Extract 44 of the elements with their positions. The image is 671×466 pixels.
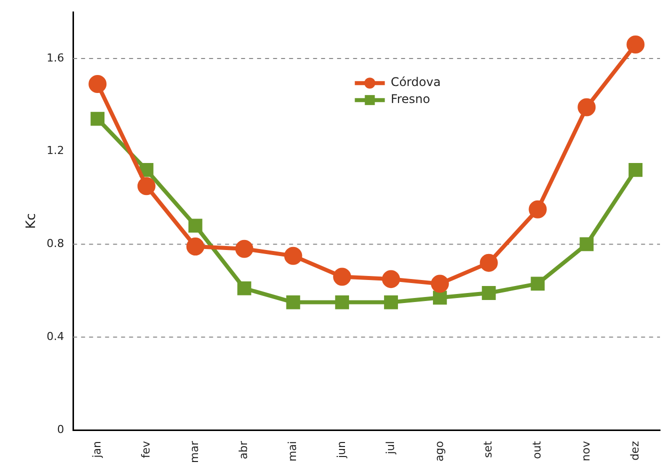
point xyxy=(382,270,400,288)
x-tick-label: out xyxy=(530,440,544,460)
y-tick-label: 1.2 xyxy=(46,144,64,158)
point xyxy=(286,295,300,310)
point xyxy=(626,36,645,54)
y-tick-label: 0.8 xyxy=(46,237,64,250)
point xyxy=(140,162,154,177)
y-axis-title: Kc xyxy=(24,213,40,229)
point xyxy=(237,281,252,296)
point xyxy=(186,238,204,256)
point xyxy=(432,290,447,305)
point xyxy=(335,295,350,310)
y-tick-label: 0 xyxy=(57,422,64,436)
point xyxy=(333,268,352,286)
point xyxy=(90,112,104,126)
x-tick-label: set xyxy=(482,440,495,458)
x-tick-label: jan xyxy=(90,441,104,459)
point xyxy=(188,218,202,233)
point xyxy=(580,237,594,252)
x-tick-label: jul xyxy=(384,441,397,456)
x-tick-label: ago xyxy=(432,440,446,462)
point xyxy=(430,274,449,293)
point xyxy=(530,276,545,291)
legend-label: Córdova xyxy=(390,75,441,90)
x-tick-label: abr xyxy=(237,440,250,460)
point xyxy=(480,254,498,272)
point xyxy=(235,240,254,258)
y-tick-label: 0.4 xyxy=(46,330,64,343)
point xyxy=(284,246,302,265)
point xyxy=(384,295,398,310)
point xyxy=(137,177,156,196)
y-tick-label: 1.6 xyxy=(46,51,64,64)
x-tick-label: mai xyxy=(286,441,300,462)
point xyxy=(578,98,596,116)
point xyxy=(88,74,107,93)
x-tick-label: mar xyxy=(188,440,202,464)
x-tick-label: nov xyxy=(579,440,592,462)
x-tick-label: dez xyxy=(628,440,642,461)
point xyxy=(528,200,547,218)
point xyxy=(628,162,642,177)
point xyxy=(482,286,496,300)
x-tick-label: fev xyxy=(139,440,152,458)
x-tick-label: jun xyxy=(334,440,348,460)
legend-label: Fresno xyxy=(390,92,430,106)
